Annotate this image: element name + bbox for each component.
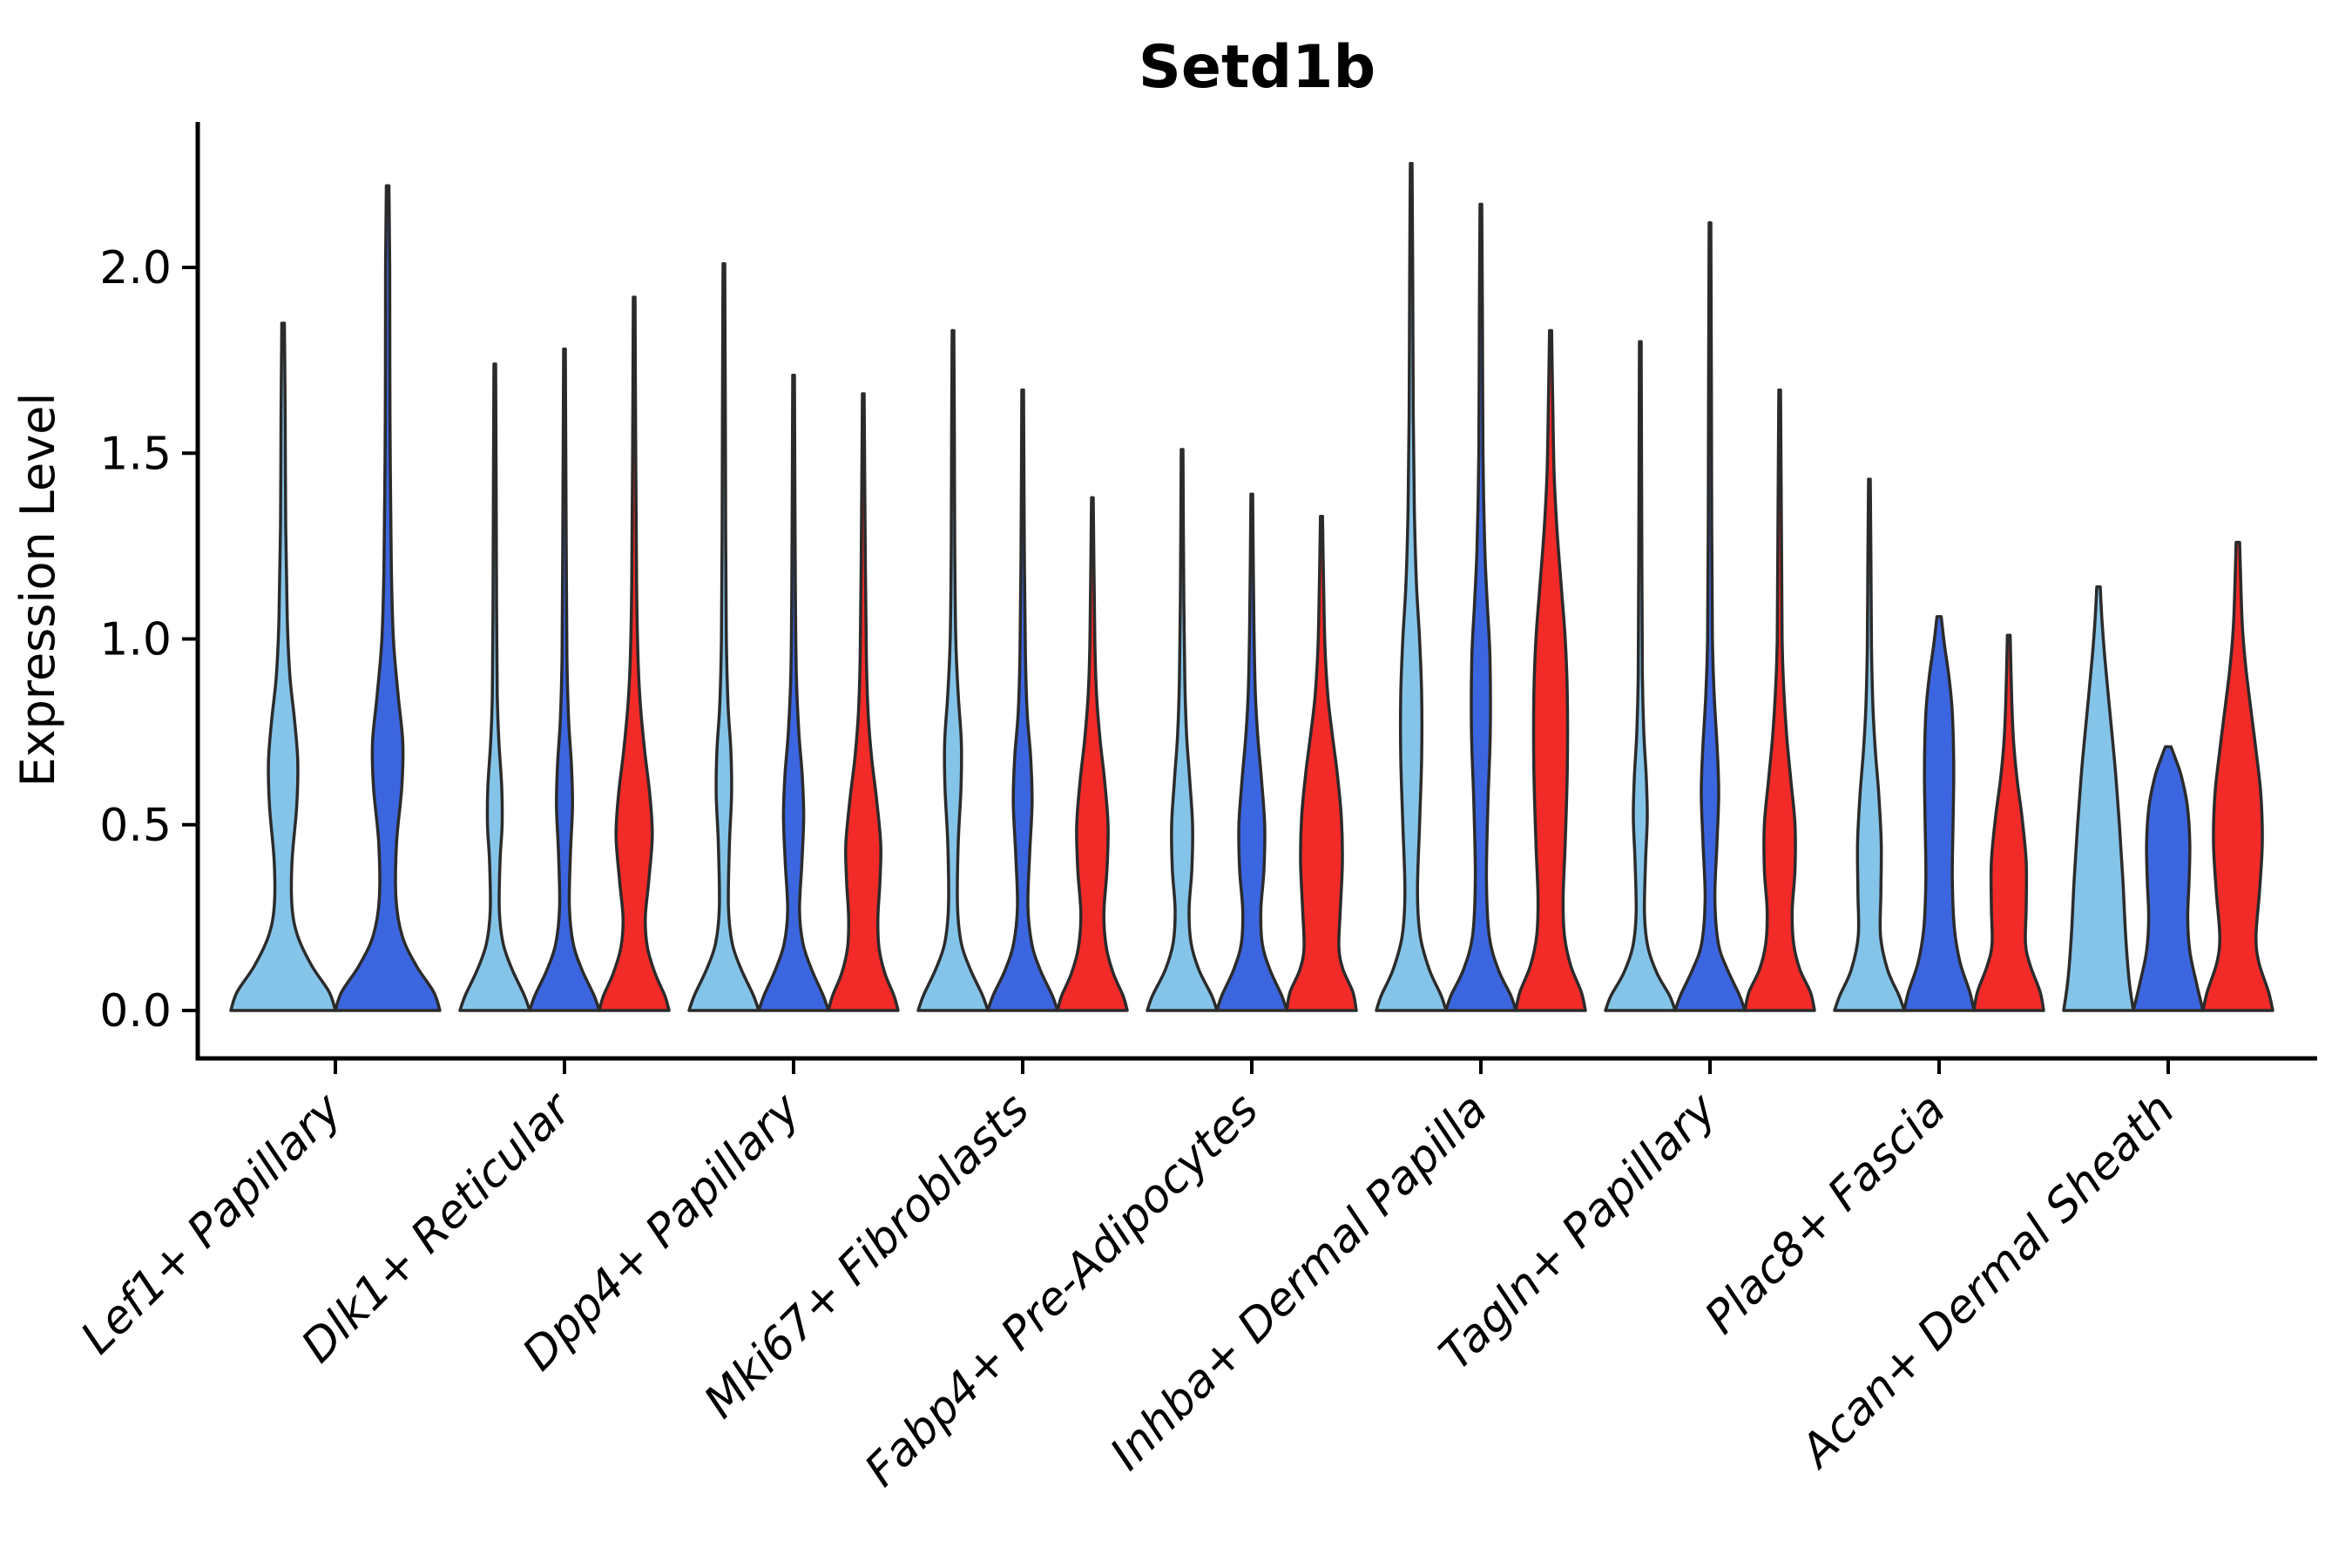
y-tick-label: 1.5	[99, 428, 172, 480]
violin-lef1-papillary-1	[334, 184, 442, 1012]
violin-acan-dermal-sheath-1	[2132, 745, 2205, 1012]
violin-inhba-dermal-papilla-1	[1444, 202, 1517, 1012]
y-tick-label: 1.0	[99, 614, 172, 666]
violin-dlk1-reticular-0	[458, 362, 531, 1012]
violin-plac8-fascia-1	[1903, 615, 1976, 1012]
violin-acan-dermal-sheath-0	[2062, 585, 2135, 1012]
violin-tagln-papillary-0	[1604, 340, 1677, 1012]
violin-dpp4-papillary-2	[827, 392, 900, 1012]
violin-fabp4-pre-adipocytes-0	[1146, 448, 1219, 1012]
x-tick-label: Fabp4+ Pre-Adipocytes	[855, 1084, 1269, 1497]
violin-mki67-fibroblasts-1	[986, 388, 1059, 1012]
axis-spines	[195, 122, 2317, 1061]
violin-dpp4-papillary-0	[687, 261, 760, 1012]
x-tick-label: Plac8+ Fascia	[1695, 1084, 1956, 1344]
x-tick-label: Acan+ Dermal Sheath	[1789, 1084, 2185, 1479]
y-tick-label: 0.5	[99, 800, 172, 852]
y-tick-label: 0.0	[99, 985, 172, 1037]
violin-fabp4-pre-adipocytes-1	[1215, 492, 1288, 1012]
violin-mki67-fibroblasts-0	[916, 328, 990, 1012]
violin-fabp4-pre-adipocytes-2	[1285, 515, 1358, 1012]
violin-inhba-dermal-papilla-2	[1514, 328, 1587, 1012]
violin-acan-dermal-sheath-2	[2201, 540, 2274, 1012]
violin-plac8-fascia-0	[1833, 477, 1906, 1012]
y-tick-label: 2.0	[99, 242, 172, 294]
y-axis-label: Expression Level	[10, 393, 65, 787]
violin-plac8-fascia-2	[1972, 633, 2045, 1012]
x-tick-label: Inhba+ Dermal Papilla	[1100, 1084, 1497, 1481]
violin-tagln-papillary-1	[1673, 221, 1747, 1012]
violin-tagln-papillary-2	[1743, 388, 1816, 1012]
violin-mki67-fibroblasts-2	[1056, 496, 1129, 1012]
violin-inhba-dermal-papilla-0	[1375, 161, 1448, 1012]
chart-title: Setd1b	[1139, 33, 1375, 102]
violin-dlk1-reticular-1	[528, 348, 601, 1012]
violin-dpp4-papillary-1	[757, 373, 830, 1012]
violin-layer	[229, 161, 2274, 1012]
violin-lef1-papillary-0	[229, 321, 337, 1012]
violin-dlk1-reticular-2	[598, 295, 671, 1012]
